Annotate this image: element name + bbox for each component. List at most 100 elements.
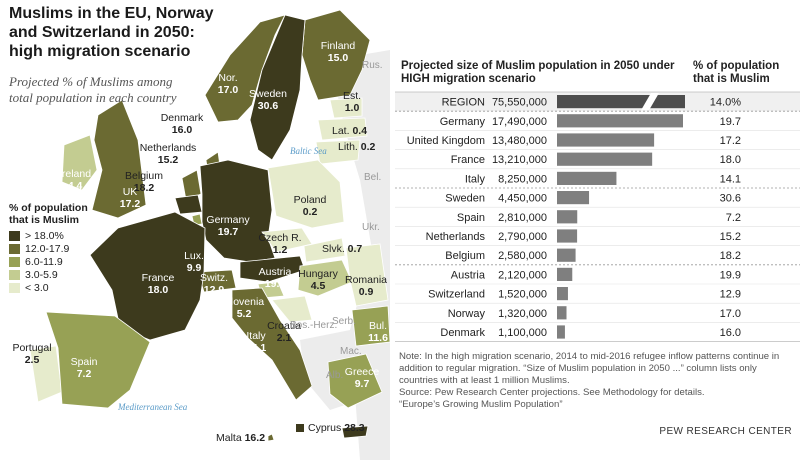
country-name: Lith. xyxy=(338,141,361,153)
country-value: 5.2 xyxy=(236,308,252,320)
legend-title: % of population that is Muslim xyxy=(9,202,88,226)
pct-value-label: 15.2 xyxy=(720,231,741,243)
country-name: Malta xyxy=(216,432,245,444)
country-value: 19.9 xyxy=(264,278,286,290)
legend-label: 3.0-5.9 xyxy=(25,268,58,281)
population-value-label: 2,120,000 xyxy=(498,269,547,281)
country-label-ireland: Ireland 4.4 xyxy=(59,168,91,192)
bar-row-belgium: Belgium 2,580,000 18.2 xyxy=(445,248,741,262)
country-value: 0.2 xyxy=(302,206,318,218)
bar-norway xyxy=(557,306,567,320)
country-label-malta: Malta 16.2 xyxy=(216,432,265,444)
legend-swatch xyxy=(9,282,20,293)
bar-row-norway: Norway 1,320,000 17.0 xyxy=(448,306,741,320)
legend-item: 3.0-5.9 xyxy=(9,268,109,281)
bar-axis-break xyxy=(641,93,659,111)
population-value-label: 17,490,000 xyxy=(492,116,547,128)
bar-row-spain: Spain 2,810,000 7.2 xyxy=(457,210,741,224)
country-shape-belgium xyxy=(174,194,203,215)
country-value: 9.9 xyxy=(186,262,202,274)
country-value: 30.6 xyxy=(257,100,279,112)
source-text: Source: Pew Research Center projections.… xyxy=(399,387,705,398)
bar-row-france: France 13,210,000 18.0 xyxy=(451,152,741,166)
bar-netherlands xyxy=(557,229,578,243)
country-label-portugal: Portugal 2.5 xyxy=(12,342,51,366)
pct-value-label: 14.1 xyxy=(720,173,741,185)
population-value-label: 8,250,000 xyxy=(498,173,547,185)
population-value-label: 2,790,000 xyxy=(498,231,547,243)
bar-category-label: Belgium xyxy=(445,250,485,262)
bar-belgium xyxy=(557,248,576,262)
pct-value-label: 16.0 xyxy=(720,327,741,339)
bar-sweden xyxy=(557,191,590,205)
country-name: Romania xyxy=(344,274,388,286)
bar-category-label: Denmark xyxy=(440,327,485,339)
country-value: 0.4 xyxy=(352,125,368,137)
country-value: 7.2 xyxy=(76,368,92,380)
pew-credit: PEW RESEARCH CENTER xyxy=(659,426,792,437)
bar-united-kingdom xyxy=(557,133,655,147)
population-value-label: 2,810,000 xyxy=(498,212,547,224)
country-value: 0.2 xyxy=(360,141,376,153)
neighbor-label-bel: Bel. xyxy=(364,172,382,183)
country-shape-romania xyxy=(345,243,389,307)
country-value: 1.0 xyxy=(344,102,360,114)
bar-category-label: REGION xyxy=(442,97,485,109)
bar-chart: REGION 75,550,000 14.0% Germany 17,490,000 19… xyxy=(395,91,800,343)
country-name: Croatia xyxy=(267,320,301,332)
bar-row-switzerland: Switzerland 1,520,000 12.9 xyxy=(428,287,741,301)
bar-germany xyxy=(557,114,683,128)
country-shape-france xyxy=(89,211,206,341)
country-name: Finland xyxy=(320,40,356,52)
country-name: Germany xyxy=(206,214,250,226)
country-label-switz: Switz. 12.9 xyxy=(200,272,228,296)
bar-category-label: Switzerland xyxy=(428,289,485,301)
bar-row-region: REGION 75,550,000 14.0% xyxy=(395,92,800,112)
country-shape-cyprus xyxy=(341,425,369,439)
bar-chart-title: Projected size of Muslim population in 2… xyxy=(401,60,675,85)
bar-row-netherlands: Netherlands 2,790,000 15.2 xyxy=(426,229,741,243)
country-name: Belgium xyxy=(125,170,163,182)
map-legend: % of population that is Muslim > 18.0% 12… xyxy=(9,202,109,294)
legend-item: 6.0-11.9 xyxy=(9,255,109,268)
bar-austria xyxy=(557,267,573,281)
population-value-label: 4,450,000 xyxy=(498,193,547,205)
pct-value-label: 19.7 xyxy=(720,116,741,128)
country-label-denmark: Denmark 16.0 xyxy=(161,112,204,136)
country-label-croatia: Croatia 2.1 xyxy=(267,320,301,344)
bar-spain xyxy=(557,210,578,224)
bar-category-label: Sweden xyxy=(445,193,485,205)
mediterranean-sea-label: Mediterranean Sea xyxy=(118,402,188,412)
legend-items: > 18.0% 12.0-17.9 6.0-11.9 3.0-5.9 < 3.0 xyxy=(9,229,109,294)
country-label-lux: Lux. 9.9 xyxy=(184,250,204,274)
bar-category-label: Spain xyxy=(457,212,485,224)
country-name: Lux. xyxy=(184,250,204,262)
country-name: Poland xyxy=(293,194,327,206)
country-label-cyprus: Cyprus 28.3 xyxy=(308,422,365,434)
pct-value-label: 30.6 xyxy=(720,193,741,205)
bar-category-label: United Kingdom xyxy=(407,135,485,147)
bar-row-united-kingdom: United Kingdom 13,480,000 17.2 xyxy=(407,133,741,147)
country-label-nor: Nor. 17.0 xyxy=(218,72,238,96)
country-label-poland: Poland 0.2 xyxy=(294,194,327,218)
country-value: 19.7 xyxy=(217,226,239,238)
country-value: 17.2 xyxy=(119,198,141,210)
bar-category-label: France xyxy=(451,154,485,166)
country-label-sweden: Sweden 30.6 xyxy=(249,88,287,112)
population-value-label: 1,320,000 xyxy=(498,308,547,320)
population-value-label: 2,580,000 xyxy=(498,250,547,262)
neighbor-label-bos-herz: Bos.-Herz. xyxy=(290,320,338,331)
map-title: Muslims in the EU, Norway and Switzerlan… xyxy=(9,5,214,60)
bar-italy xyxy=(557,171,617,185)
legend-item: < 3.0 xyxy=(9,281,109,294)
country-name: France xyxy=(141,272,175,284)
legend-label: > 18.0% xyxy=(25,229,64,242)
cyprus-marker xyxy=(296,424,304,432)
country-label-slvk: Slvk. 0.7 xyxy=(322,243,362,255)
population-value-label: 1,100,000 xyxy=(498,327,547,339)
bar-france xyxy=(557,152,653,166)
country-name: Switz. xyxy=(199,272,229,284)
legend-swatch xyxy=(9,269,20,280)
country-label-romania: Romania 0.9 xyxy=(345,274,387,298)
neighbor-label-alb: Alb. xyxy=(326,370,344,381)
